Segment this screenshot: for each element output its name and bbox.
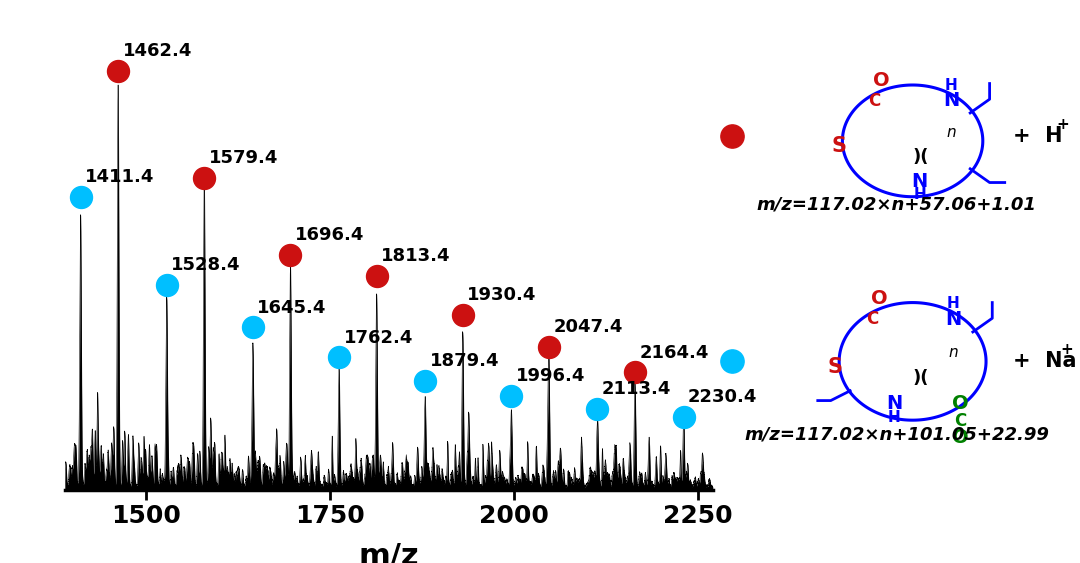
- Text: S: S: [828, 358, 843, 377]
- Point: [368, 271, 386, 280]
- Text: 1462.4: 1462.4: [122, 42, 192, 60]
- Text: 2113.4: 2113.4: [602, 380, 672, 398]
- Text: H: H: [914, 187, 926, 202]
- Text: 1528.4: 1528.4: [171, 256, 241, 274]
- Text: O: O: [873, 72, 889, 90]
- Text: )(: )(: [913, 148, 930, 166]
- Text: n: n: [946, 125, 956, 140]
- Text: 2164.4: 2164.4: [639, 343, 708, 361]
- Point: [109, 66, 126, 75]
- Text: O: O: [953, 394, 969, 413]
- Point: [244, 323, 261, 332]
- Text: +  Na: + Na: [1013, 351, 1077, 372]
- Point: [626, 368, 644, 377]
- Point: [675, 413, 692, 422]
- Text: N: N: [943, 91, 959, 110]
- Text: +  H: + H: [1013, 126, 1063, 146]
- Point: [540, 342, 557, 351]
- Text: +: +: [1061, 342, 1074, 357]
- Point: [502, 391, 519, 400]
- Text: 1579.4: 1579.4: [208, 149, 278, 167]
- Text: 2230.4: 2230.4: [688, 388, 757, 406]
- Text: C: C: [866, 310, 878, 328]
- Text: )(: )(: [913, 369, 930, 387]
- Point: [282, 250, 299, 259]
- Text: H: H: [888, 410, 901, 425]
- Text: 1930.4: 1930.4: [468, 286, 537, 304]
- Point: [417, 376, 434, 385]
- Text: 1813.4: 1813.4: [381, 247, 450, 265]
- Text: 1411.4: 1411.4: [85, 168, 154, 186]
- Text: H: H: [945, 78, 958, 93]
- Text: O: O: [872, 289, 888, 308]
- Text: H: H: [946, 296, 959, 311]
- X-axis label: m/z: m/z: [359, 542, 419, 563]
- Text: S: S: [832, 136, 847, 157]
- Text: 1996.4: 1996.4: [516, 367, 585, 385]
- Point: [195, 173, 213, 182]
- Text: m/z=117.02×n+57.06+1.01: m/z=117.02×n+57.06+1.01: [756, 195, 1037, 213]
- Point: [72, 193, 90, 202]
- Point: [158, 280, 175, 289]
- Text: C: C: [868, 92, 880, 110]
- Text: 2047.4: 2047.4: [553, 318, 623, 336]
- Point: [724, 132, 741, 141]
- Text: n: n: [948, 345, 958, 360]
- Text: m/z=117.02×n+101.05+22.99: m/z=117.02×n+101.05+22.99: [744, 426, 1049, 444]
- Point: [724, 357, 741, 366]
- Point: [330, 353, 348, 362]
- Text: C: C: [955, 412, 967, 430]
- Text: N: N: [886, 394, 903, 413]
- Text: O: O: [953, 427, 969, 446]
- Text: N: N: [945, 310, 961, 329]
- Text: 1762.4: 1762.4: [343, 329, 413, 347]
- Text: N: N: [912, 172, 928, 191]
- Text: 1645.4: 1645.4: [257, 299, 326, 316]
- Text: 1696.4: 1696.4: [295, 226, 364, 244]
- Point: [589, 404, 606, 413]
- Text: 1879.4: 1879.4: [430, 352, 499, 370]
- Text: +: +: [1056, 117, 1069, 132]
- Point: [454, 310, 471, 319]
